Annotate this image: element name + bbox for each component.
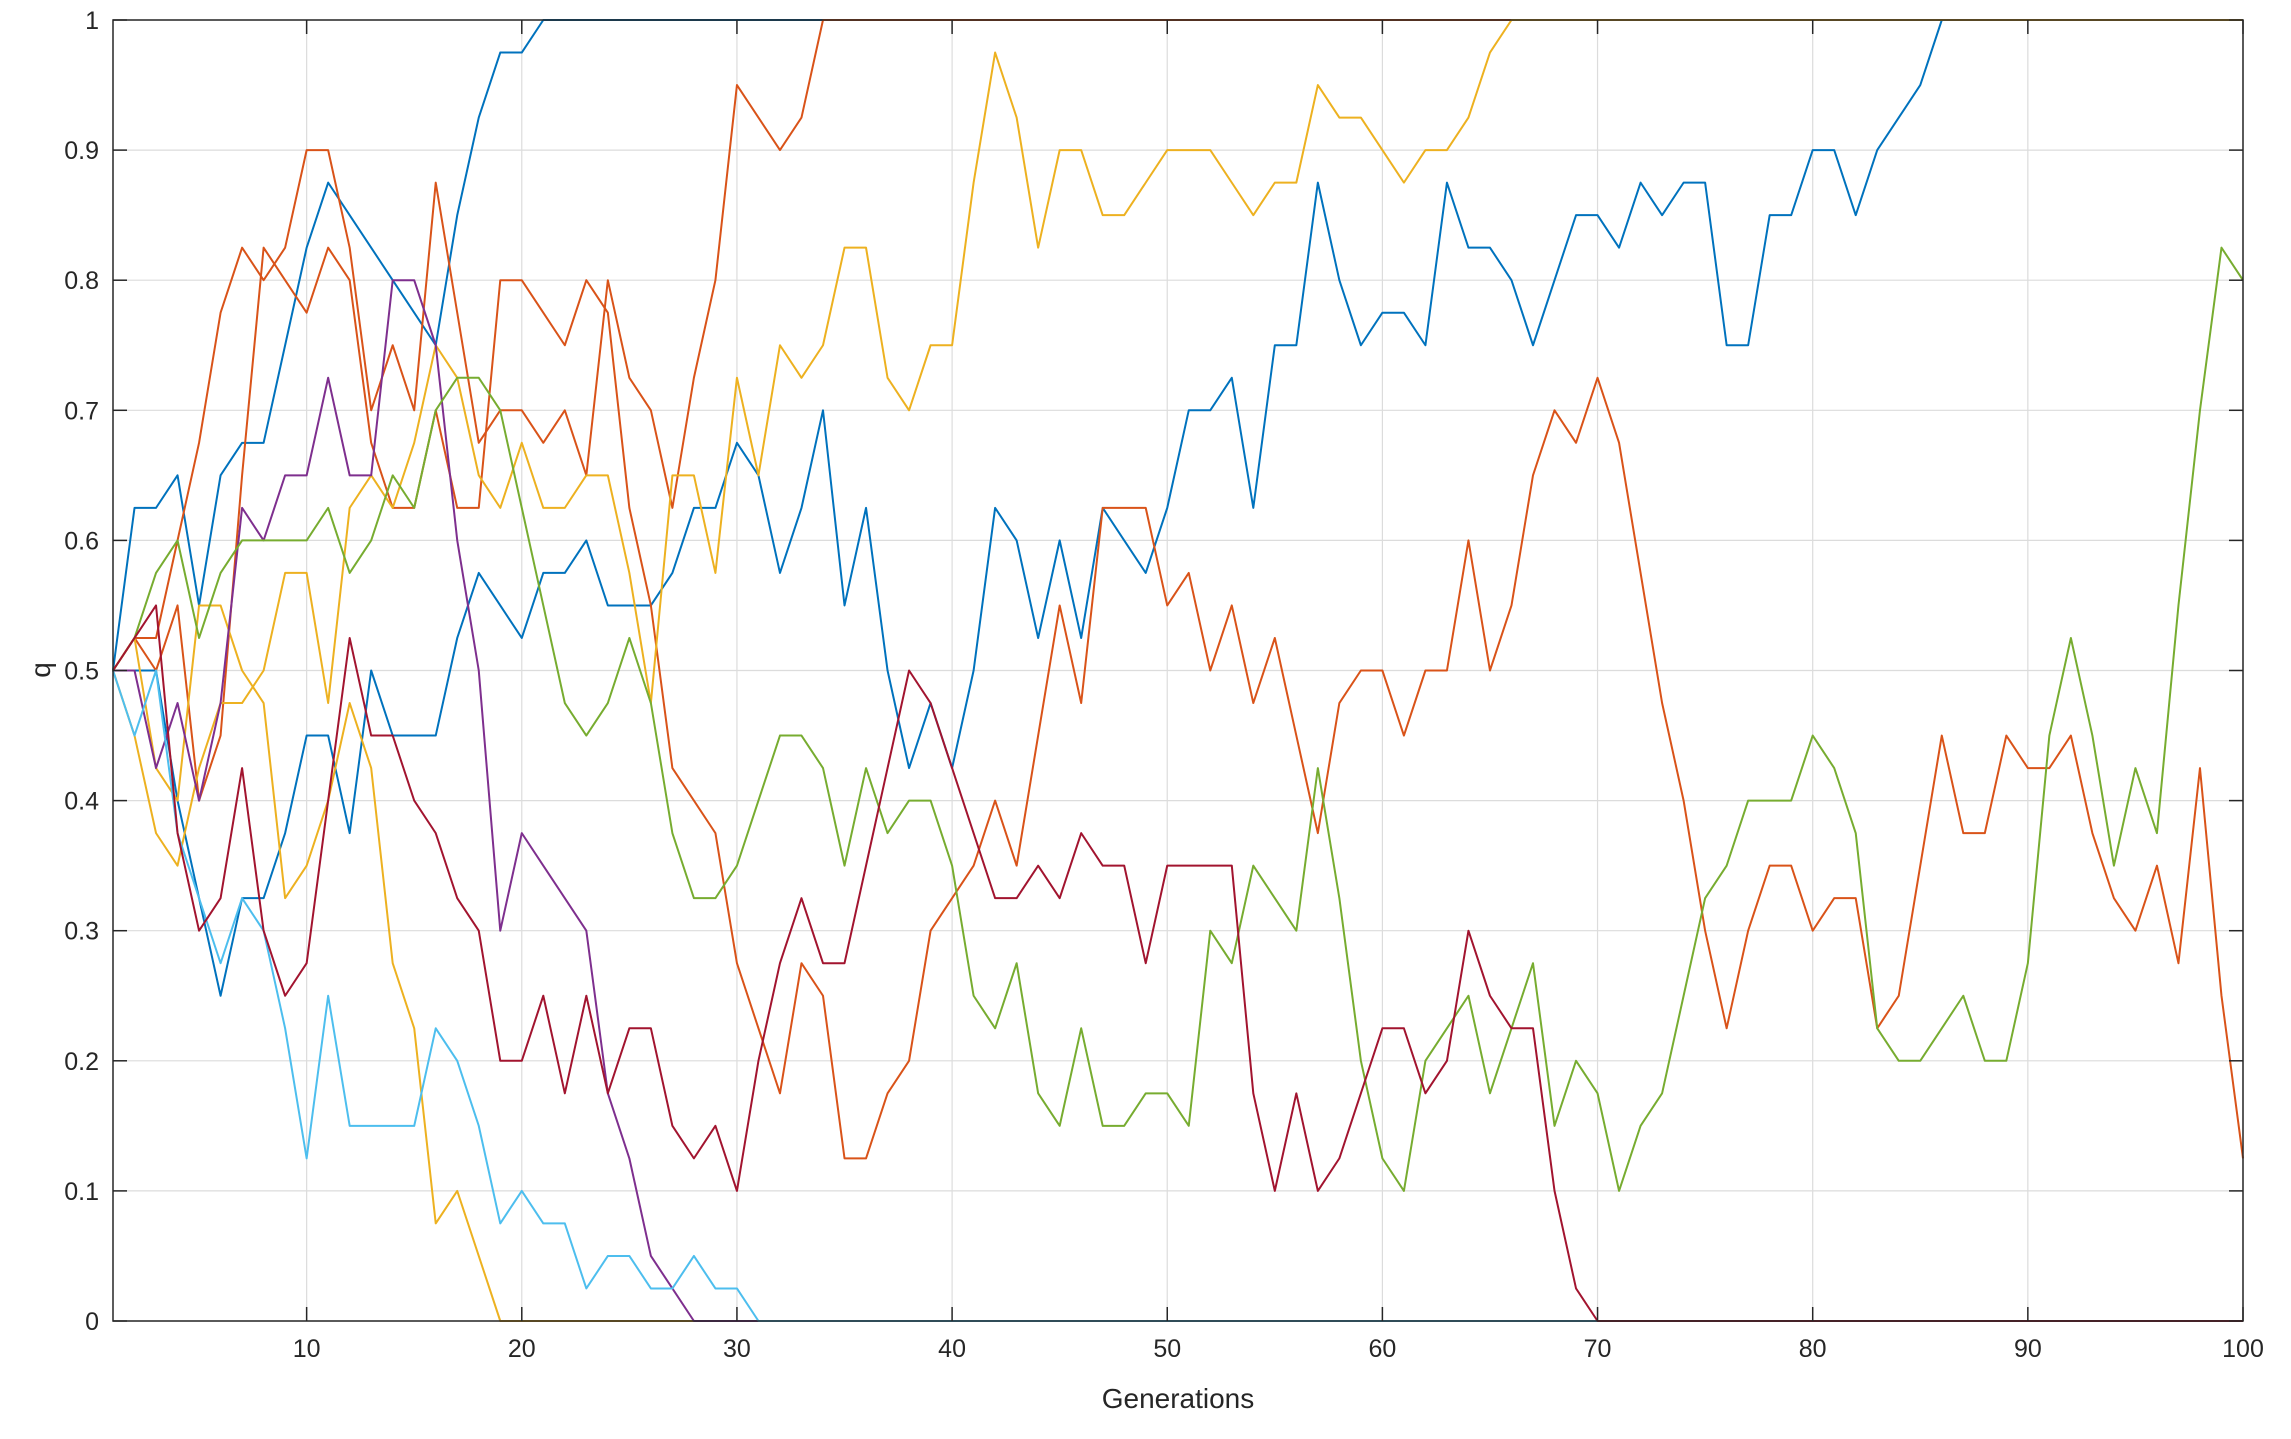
y-tick-label: 0.7 [64,397,99,425]
x-tick-label: 30 [723,1335,751,1363]
x-tick-label: 20 [508,1335,536,1363]
x-tick-label: 60 [1368,1335,1396,1363]
series-line-10 [112,604,2243,1322]
y-tick-label: 0.4 [64,788,99,816]
x-tick-label: 90 [2014,1335,2042,1363]
x-tick-label: 40 [938,1335,966,1363]
x-tick-label: 10 [293,1335,321,1363]
y-tick-label: 0.5 [64,658,99,686]
x-tick-label: 50 [1153,1335,1181,1363]
series-line-9 [112,669,2243,1322]
series-line-1 [112,19,2243,671]
y-tick-label: 0 [85,1308,99,1336]
series-line-5 [112,19,2243,867]
y-tick-label: 0.6 [64,527,99,555]
y-tick-label: 0.1 [64,1178,99,1206]
x-tick-label: 80 [1799,1335,1827,1363]
ticks: 10 20 30 40 50 60 70 80 90 100 0 0.1 0.2 0.3 0.4 0.5 0.6… [64,7,2264,1363]
x-tick-label: 100 [2222,1335,2264,1363]
x-axis-label: Generations [1102,1383,1255,1414]
series-line-4 [112,246,2244,1160]
y-tick-label: 1 [85,7,99,35]
series-line-8 [112,246,2244,1192]
y-axis-label: q [25,662,56,678]
series-line-6 [112,604,2243,1322]
y-tick-label: 0.2 [64,1048,99,1076]
y-tick-label: 0.3 [64,918,99,946]
x-tick-label: 70 [1584,1335,1612,1363]
y-tick-label: 0.9 [64,137,99,165]
y-tick-label: 0.8 [64,267,99,295]
series-line-3 [112,19,2243,672]
